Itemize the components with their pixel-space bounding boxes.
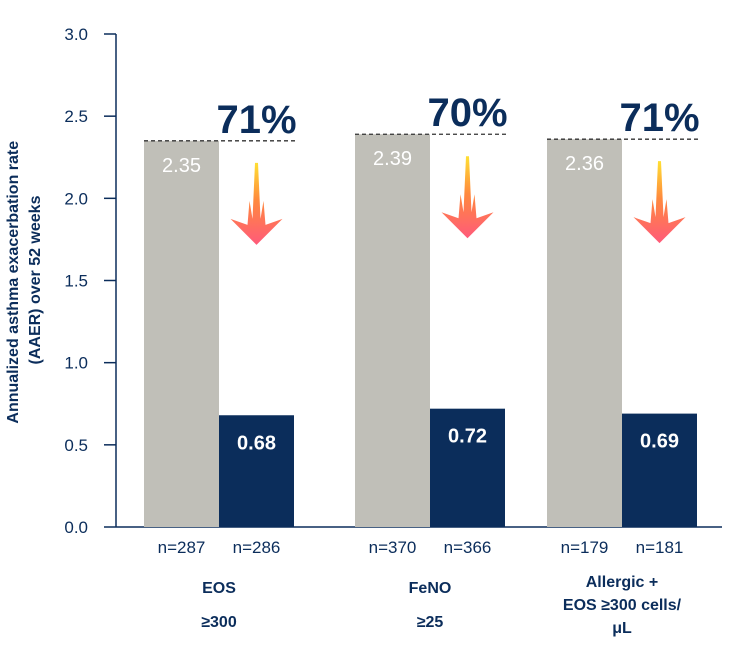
group-label: EOS: [202, 580, 236, 597]
down-arrow-icon: [230, 162, 283, 245]
bar-value-label: 0.69: [640, 431, 679, 453]
bar-placebo: [355, 134, 430, 527]
n-label: n=287: [158, 538, 206, 557]
reduction-percent: 71%: [619, 96, 699, 140]
down-arrow-icon: [441, 156, 494, 239]
n-label: n=181: [636, 538, 684, 557]
bar-treatment: [622, 413, 697, 527]
bar-treatment: [430, 408, 505, 527]
y-tick-label: 2.0: [64, 189, 88, 208]
group-label: ≥25: [417, 614, 444, 631]
y-tick-label: 1.0: [64, 354, 88, 373]
n-label: n=286: [233, 538, 281, 557]
bar-group: 2.36 0.69 71% n=179 n=181 Allergic + EOS ≥300 …: [547, 96, 700, 637]
y-tick-label: 2.5: [64, 107, 88, 126]
bar-value-label: 2.36: [565, 153, 604, 175]
group-label: μL: [612, 620, 632, 637]
group-label: FeNO: [409, 580, 452, 597]
n-label: n=179: [561, 538, 609, 557]
bar-value-label: 0.68: [237, 432, 276, 454]
group-label: ≥300: [201, 614, 237, 631]
bar-placebo: [144, 140, 219, 528]
y-tick-label: 0.0: [64, 518, 88, 537]
group-label: EOS ≥300 cells/: [563, 597, 682, 614]
reduction-percent: 71%: [216, 98, 296, 142]
bar-placebo: [547, 139, 622, 527]
bar-group: 2.39 0.72 70% n=370 n=366 FeNO ≥25: [355, 91, 508, 631]
y-tick-label: 3.0: [64, 25, 88, 44]
bar-treatment: [219, 415, 294, 527]
down-arrow-icon: [633, 161, 686, 244]
bar-value-label: 2.39: [373, 148, 412, 170]
n-label: n=370: [369, 538, 417, 557]
y-tick-label: 0.5: [64, 436, 88, 455]
y-axis-label: Annualized asthma exacerbation rate (AAE…: [5, 136, 44, 423]
reduction-percent: 70%: [427, 91, 507, 135]
y-tick-label: 1.5: [64, 272, 88, 291]
bar-value-label: 0.72: [448, 426, 487, 448]
group-label: Allergic +: [586, 574, 658, 591]
bar-value-label: 2.35: [162, 155, 201, 177]
bar-group: 2.35 0.68 71% n=287 n=286 EOS ≥300: [144, 98, 297, 631]
n-label: n=366: [444, 538, 492, 557]
